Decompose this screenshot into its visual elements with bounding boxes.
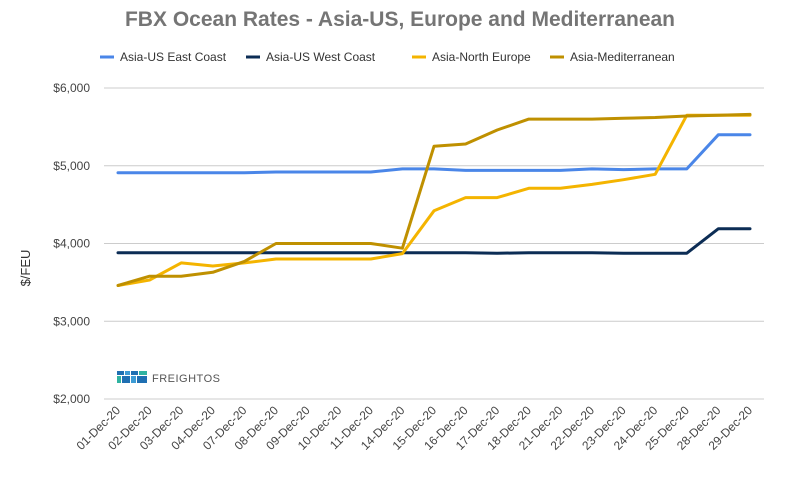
x-axis: 01-Dec-2002-Dec-2003-Dec-2004-Dec-2007-D…	[74, 403, 756, 453]
freightos-logo: FREIGHTOS	[117, 371, 220, 385]
legend-label: Asia-US East Coast	[120, 50, 227, 64]
gridlines	[104, 87, 764, 400]
logo-block	[117, 371, 124, 375]
legend-label: Asia-North Europe	[432, 50, 531, 64]
freightos-wordmark: FREIGHTOS	[152, 373, 220, 385]
series-lines	[116, 112, 752, 287]
y-axis: $2,000 $3,000 $4,000 $5,000 $6,000	[53, 81, 90, 406]
y-tick-label: $2,000	[53, 392, 90, 406]
series-line-asia-mediterranean	[116, 112, 752, 287]
series-line-asia-north-europe	[116, 113, 752, 287]
logo-block	[117, 376, 121, 383]
logo-block	[122, 376, 130, 383]
logo-block	[139, 371, 147, 375]
y-tick-label: $3,000	[53, 314, 90, 328]
series-line-asia-us-west-coast	[116, 227, 752, 255]
y-axis-title: $/FEU	[18, 250, 33, 287]
y-tick-label: $6,000	[53, 81, 90, 95]
y-tick-label: $5,000	[53, 159, 90, 173]
y-tick-label: $4,000	[53, 237, 90, 251]
legend-label: Asia-US West Coast	[266, 50, 376, 64]
legend: Asia-US East Coast Asia-US West Coast Asia…	[100, 50, 675, 64]
series-line-asia-us-east-coast	[116, 133, 752, 175]
logo-block	[137, 376, 147, 383]
chart-title: FBX Ocean Rates - Asia-US, Europe and Me…	[124, 8, 676, 31]
legend-label: Asia-Mediterranean	[570, 50, 675, 64]
logo-block	[131, 376, 136, 383]
logo-block	[131, 371, 138, 375]
logo-block	[125, 371, 130, 375]
